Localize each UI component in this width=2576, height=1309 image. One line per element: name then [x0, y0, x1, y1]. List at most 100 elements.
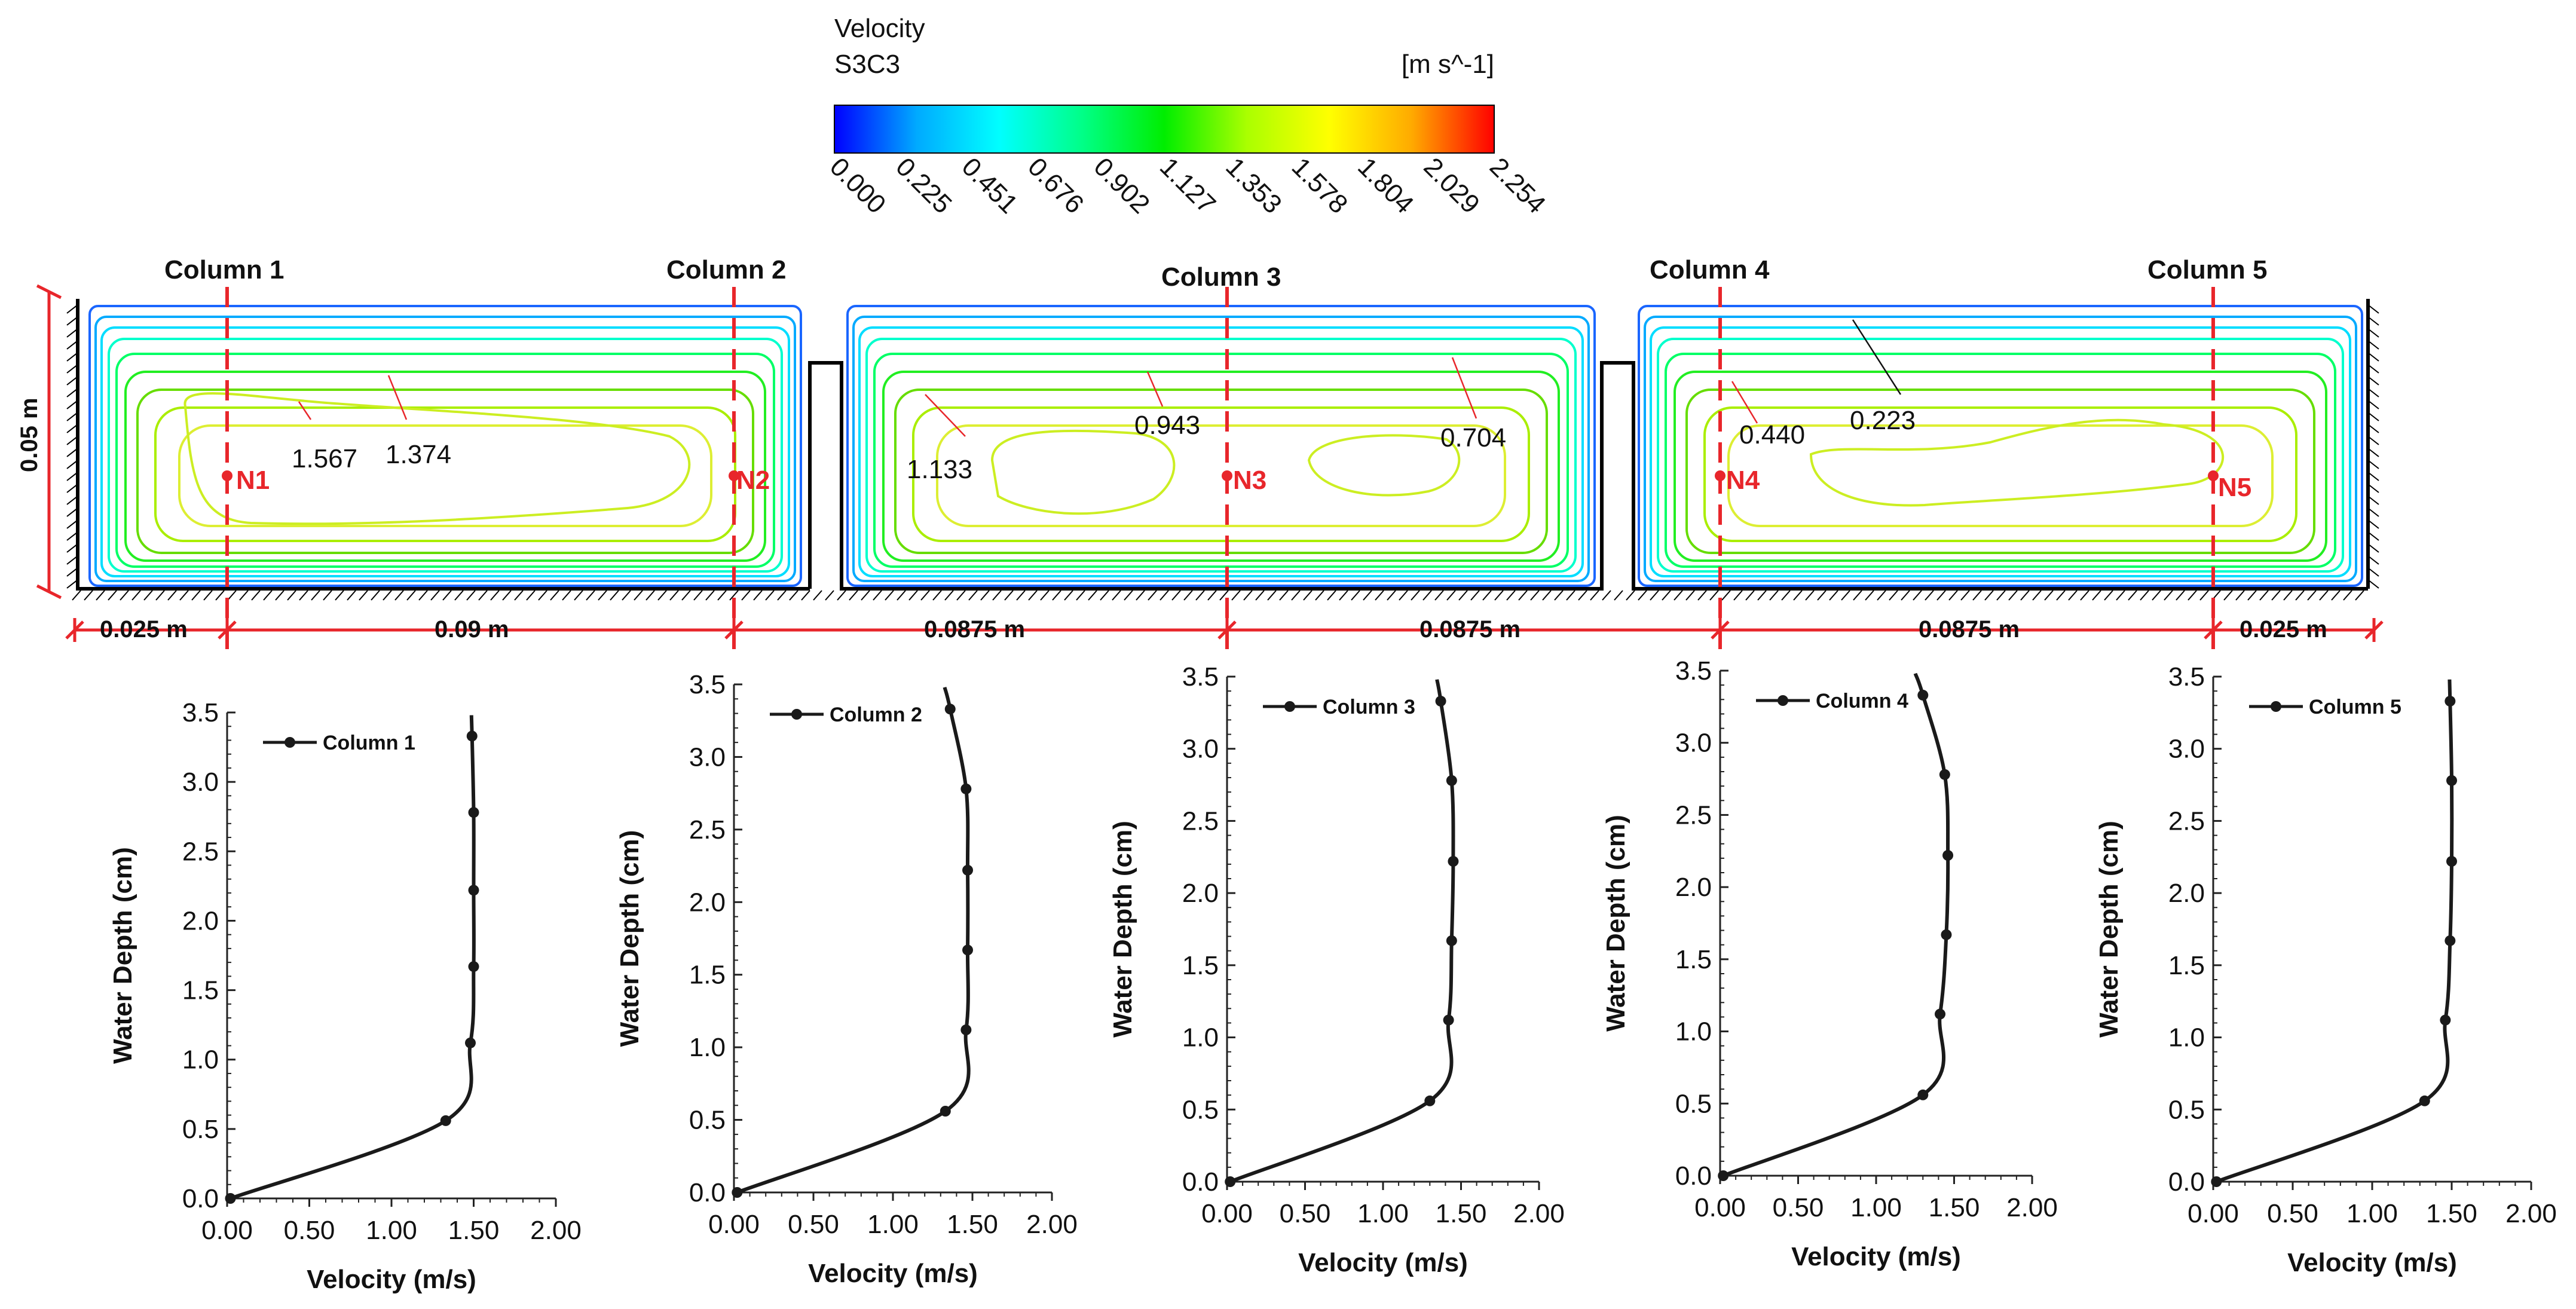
hatch-line	[2367, 352, 2379, 362]
legend-marker	[1777, 695, 1788, 706]
data-point	[465, 1037, 476, 1048]
hatch-line	[2367, 304, 2379, 314]
y-tick-label: 0.0	[1182, 1167, 1219, 1197]
data-point	[2440, 1014, 2451, 1026]
legend-label: Column 4	[1816, 690, 1908, 712]
hatch-line	[1781, 590, 1791, 601]
hatch-line	[1124, 590, 1133, 601]
hatch-line	[849, 590, 858, 601]
hatch-line	[1148, 590, 1157, 601]
hatch-line	[1267, 590, 1277, 601]
x-axis-title: Velocity (m/s)	[2287, 1248, 2457, 1277]
y-tick-label: 3.0	[2168, 735, 2205, 764]
hatch-line	[789, 590, 799, 601]
hatch-line	[108, 590, 117, 601]
data-point	[962, 864, 974, 876]
hatch-line	[1434, 590, 1444, 601]
hatch-line	[932, 590, 942, 601]
hatch-line	[215, 590, 225, 601]
y-tick-label: 2.5	[2168, 806, 2205, 836]
hatch-line	[920, 590, 930, 601]
data-point	[960, 783, 972, 794]
hatch-line	[335, 590, 344, 601]
data-point	[1443, 1014, 1454, 1026]
colorbar-gradient	[834, 105, 1495, 154]
hatch-line	[873, 590, 882, 601]
x-tick-label: 0.50	[1773, 1193, 1824, 1222]
x-tick-label: 2.00	[2505, 1199, 2557, 1228]
hatch-line	[1877, 590, 1886, 601]
hatch-line	[287, 590, 296, 601]
hatch-line	[66, 496, 78, 505]
x-tick-label: 0.50	[284, 1216, 335, 1245]
hatch-line	[2367, 579, 2379, 589]
hatch-line	[1948, 590, 1958, 601]
hatch-line	[968, 590, 978, 601]
hatch-line	[1243, 590, 1253, 601]
data-point	[468, 961, 479, 972]
hatch-line	[66, 579, 78, 589]
hatch-line	[2247, 590, 2257, 601]
hatch-line	[1805, 590, 1815, 601]
y-tick-label: 1.5	[2168, 951, 2205, 980]
hatch-line	[66, 436, 78, 445]
data-point	[466, 730, 478, 742]
y-tick-label: 2.0	[1675, 873, 1712, 902]
x-tick-label: 0.00	[2188, 1199, 2239, 1228]
hatch-line	[1853, 590, 1862, 601]
hatch-line	[1889, 590, 1898, 601]
hatch-line	[1076, 590, 1085, 601]
hatch-line	[1530, 590, 1540, 601]
velocity-profile-charts: 0.0 0.5 1.0 1.5 2.0 2.5 3.0 3.5 0.00 0.50 1.00 1.50…	[108, 656, 2557, 1294]
contour-line	[124, 371, 766, 562]
hatch-line	[1674, 590, 1683, 601]
hatch-line	[741, 590, 751, 601]
hatch-line	[66, 567, 78, 577]
y-tick-label: 2.0	[1182, 879, 1219, 908]
data-point	[2446, 775, 2457, 786]
data-point	[440, 1115, 451, 1126]
hatch-line	[1960, 590, 1970, 601]
hatch-line	[1614, 590, 1623, 601]
y-tick-label: 0.5	[182, 1115, 219, 1144]
x-tick-label: 0.00	[1694, 1193, 1746, 1222]
y-tick-label: 1.0	[689, 1033, 726, 1062]
hatch-line	[490, 590, 500, 601]
hatch-line	[466, 590, 476, 601]
hatch-line	[2259, 590, 2269, 601]
hatch-line	[96, 590, 105, 601]
y-tick-label: 2.0	[689, 888, 726, 917]
hatch-line	[2367, 316, 2379, 326]
data-point	[1917, 690, 1929, 701]
data-point	[960, 1024, 972, 1035]
hatch-line	[2319, 590, 2329, 601]
hatch-line	[825, 590, 834, 601]
hatch-line	[275, 590, 284, 601]
hatch-line	[562, 590, 571, 601]
hatch-line	[729, 590, 739, 601]
y-tick-label: 3.5	[182, 698, 219, 727]
x-tick-label: 1.00	[1850, 1193, 1902, 1222]
data-point	[2419, 1095, 2430, 1106]
hatch-line	[2116, 590, 2125, 601]
hatch-line	[1638, 590, 1647, 601]
data-point	[2211, 1176, 2222, 1187]
hatch-line	[383, 590, 392, 601]
hatch-line	[2128, 590, 2137, 601]
hatch-line	[1387, 590, 1396, 601]
contour-line	[1638, 305, 2363, 587]
hatch-line	[538, 590, 547, 601]
y-tick-label: 3.5	[689, 670, 726, 699]
column-label-2: Column 2	[666, 255, 786, 285]
contour-line	[936, 424, 1506, 527]
hatch-line	[131, 590, 141, 601]
dimension-label-2: 0.09 m	[435, 616, 509, 643]
node-label-5: N5	[2218, 473, 2251, 502]
hatch-line	[2367, 484, 2379, 493]
hatch-line	[992, 590, 1002, 601]
hatch-line	[191, 590, 201, 601]
x-tick-label: 1.50	[448, 1216, 500, 1245]
contour-core	[1307, 434, 1461, 497]
hatch-line	[1542, 590, 1552, 601]
hatch-line	[1446, 590, 1456, 601]
